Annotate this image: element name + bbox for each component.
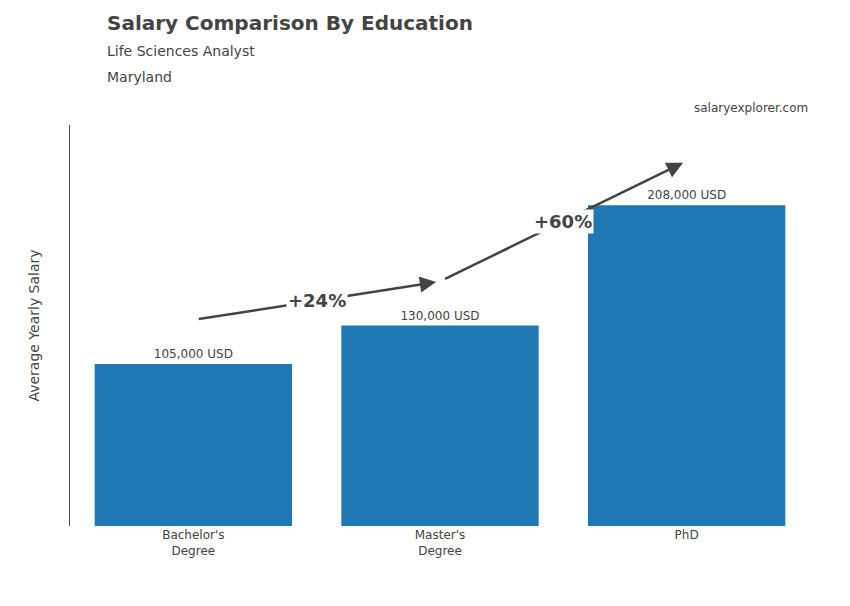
svg-text:Bachelor'sDegree: Bachelor'sDegree — [162, 528, 224, 558]
svg-text:+60%: +60% — [534, 211, 592, 232]
svg-text:Salary Comparison By Education: Salary Comparison By EducationLife Scien… — [107, 11, 473, 85]
svg-text:105,000 USD: 105,000 USD — [154, 347, 233, 361]
svg-text:PhD: PhD — [675, 528, 699, 542]
svg-text:130,000 USD: 130,000 USD — [400, 309, 479, 323]
svg-text:salaryexplorer.com: salaryexplorer.com — [694, 101, 808, 115]
svg-text:Average Yearly Salary: Average Yearly Salary — [26, 249, 42, 401]
svg-text:+24%: +24% — [288, 290, 346, 311]
svg-text:208,000 USD: 208,000 USD — [647, 188, 726, 202]
svg-text:Master'sDegree: Master'sDegree — [415, 528, 466, 558]
